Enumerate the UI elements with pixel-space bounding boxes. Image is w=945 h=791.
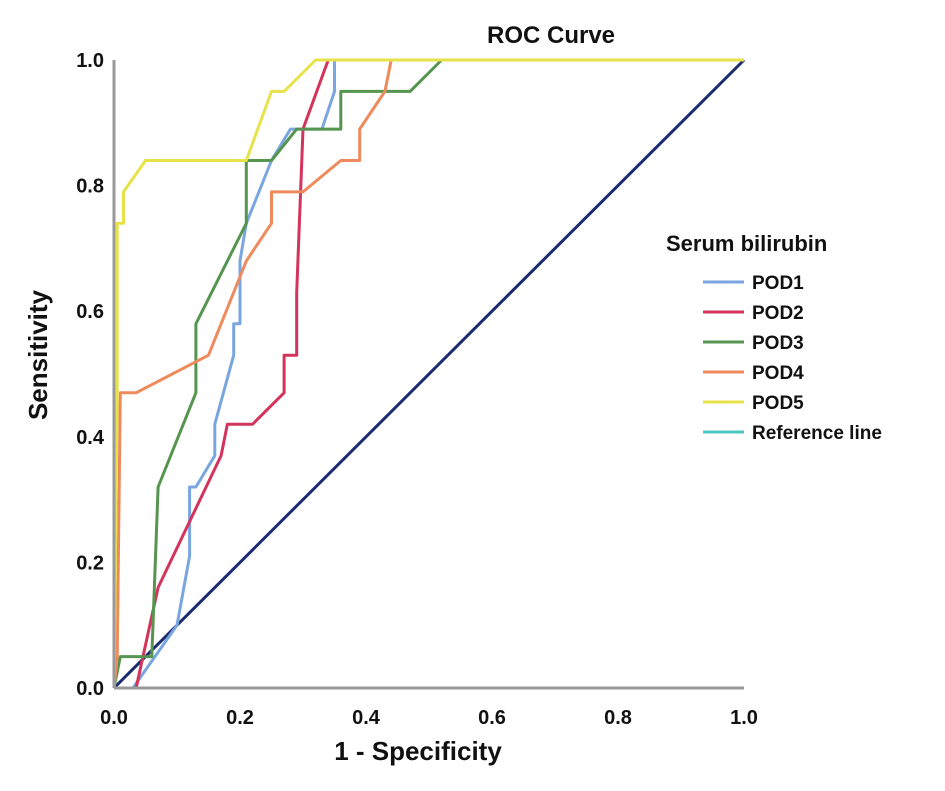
y-tick-label: 0.8 [76, 176, 104, 198]
axes [112, 60, 744, 690]
legend-label: POD3 [752, 333, 804, 354]
y-tick-label: 0.4 [76, 427, 105, 449]
series-line-pod4 [112, 58, 744, 689]
legend-label: POD2 [752, 303, 804, 324]
series-line-pod5 [112, 58, 744, 689]
y-tick-label: 0.2 [76, 552, 104, 574]
legend-label: POD1 [752, 273, 804, 294]
y-tick-label: 1.0 [76, 50, 104, 72]
series-line-reference-line [112, 58, 746, 690]
x-axis-title: 1 - Specificity [334, 736, 502, 766]
tick-labels: 0.0 0.2 0.4 0.6 0.8 1.0 0.0 0.2 0.4 0.6 0.8 1.0 [76, 50, 758, 729]
x-tick-label: 0.8 [604, 707, 632, 729]
x-tick-label: 0.4 [352, 707, 381, 729]
y-axis-title: Sensitivity [23, 289, 53, 420]
x-tick-label: 0.2 [226, 707, 254, 729]
legend: Serum bilirubin POD1 POD2 POD3 POD4 POD5 Refe… [666, 231, 882, 444]
legend-label: POD4 [752, 363, 804, 384]
y-tick-label: 0.6 [76, 301, 104, 323]
chart-title: ROC Curve [487, 22, 615, 49]
legend-title: Serum bilirubin [666, 231, 827, 256]
x-tick-label: 1.0 [730, 707, 758, 729]
x-tick-label: 0.0 [100, 707, 128, 729]
plot-lines [112, 58, 746, 690]
x-tick-label: 0.6 [478, 707, 506, 729]
legend-label: POD5 [752, 393, 804, 414]
y-tick-label: 0.0 [76, 678, 104, 700]
legend-label: Reference line [752, 423, 882, 444]
